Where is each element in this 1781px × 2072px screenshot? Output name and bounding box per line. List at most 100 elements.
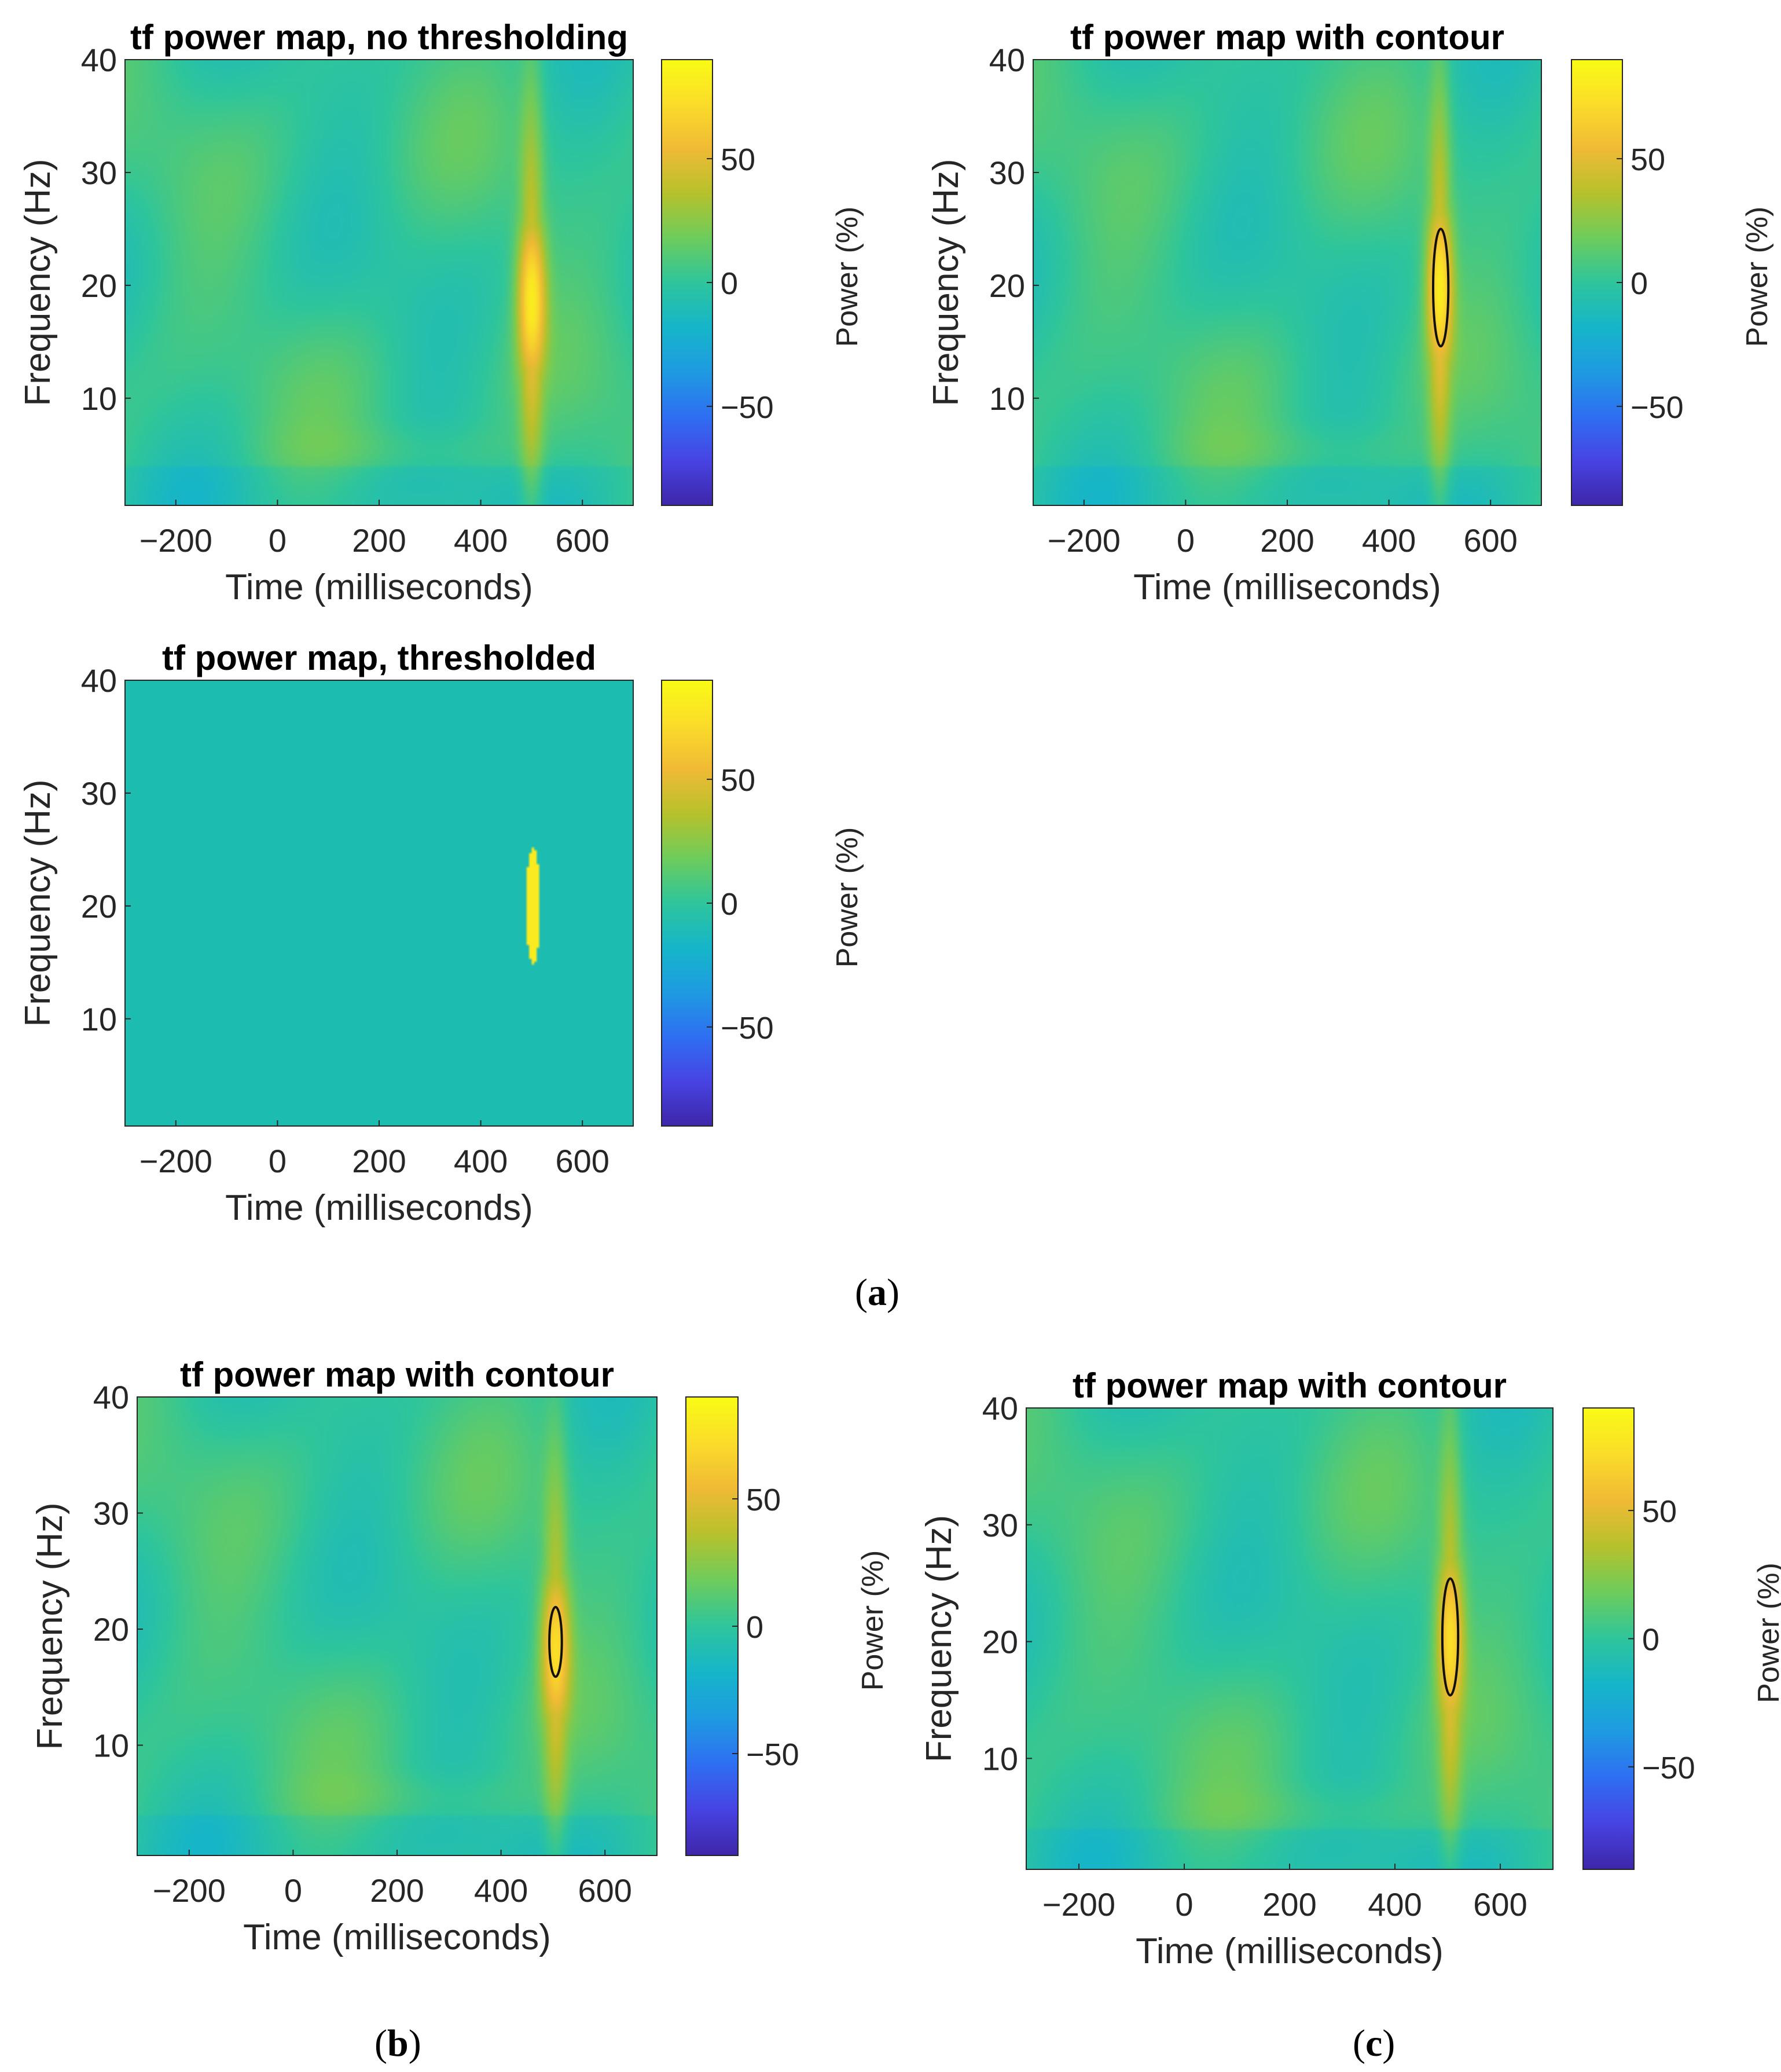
colorbar-tick-label: −50 — [1642, 1751, 1695, 1785]
x-axis-label: Time (milliseconds) — [243, 1917, 551, 1957]
x-tick-label: 400 — [1362, 522, 1416, 559]
colorbar-gradient — [685, 1396, 739, 1856]
x-tick-label: −200 — [139, 1143, 212, 1179]
x-tick-label: −200 — [1048, 522, 1121, 559]
x-tick-label: 200 — [352, 522, 406, 559]
colorbar-label: Power (%) — [831, 827, 864, 968]
contour-line — [1431, 228, 1450, 348]
colorbar-label: Power (%) — [856, 1550, 890, 1691]
x-axis-label: Time (milliseconds) — [225, 1188, 533, 1228]
x-tick-label: 0 — [1175, 1886, 1193, 1923]
chart-title: tf power map with contour — [1073, 1366, 1507, 1405]
x-tick-label: 0 — [1177, 522, 1195, 559]
colorbar-gradient — [1582, 1407, 1635, 1870]
chart-title: tf power map with contour — [1070, 18, 1504, 57]
colorbar: −50 0 50 Power (%) — [661, 59, 864, 506]
y-tick-label: 40 — [81, 662, 117, 699]
x-tick-label: 0 — [269, 1143, 287, 1179]
x-tick-label: 200 — [1260, 522, 1314, 559]
y-tick-label: 30 — [93, 1495, 129, 1532]
colorbar-tick-label: −50 — [1631, 390, 1684, 425]
colorbar-label: Power (%) — [1740, 207, 1774, 347]
heatmap-image — [1033, 60, 1541, 505]
x-tick-label: 600 — [555, 522, 609, 559]
colorbar: −50 0 50 Power (%) — [661, 680, 864, 1127]
colorbar-gradient — [661, 680, 713, 1127]
colorbar-gradient — [1571, 59, 1623, 506]
x-tick-label: −200 — [139, 522, 212, 559]
y-tick-label: 20 — [81, 267, 117, 304]
chart-title: tf power map, no thresholding — [130, 18, 628, 57]
y-tick-label: 10 — [93, 1728, 129, 1764]
colorbar-tick-label: 50 — [1642, 1494, 1677, 1529]
colorbar: −50 0 50 Power (%) — [685, 1396, 890, 1856]
chart-panel-a1: −200 0 200 400 600 10 20 30 40 tf power map, no t… — [18, 18, 864, 607]
colorbar-gradient — [661, 59, 713, 506]
x-tick-label: 0 — [284, 1872, 302, 1909]
x-tick-label: 400 — [474, 1872, 528, 1909]
contour-line — [548, 1605, 563, 1678]
colorbar-tick-label: 0 — [721, 266, 738, 301]
x-tick-label: 600 — [1473, 1886, 1527, 1923]
y-axis-label: Frequency (Hz) — [919, 1515, 959, 1762]
colorbar-tick-label: −50 — [721, 390, 774, 425]
colorbar-label: Power (%) — [831, 207, 864, 347]
y-tick-label: 10 — [81, 1001, 117, 1037]
x-tick-label: 400 — [454, 522, 508, 559]
x-tick-label: −200 — [1042, 1886, 1115, 1923]
colorbar-label: Power (%) — [1752, 1563, 1781, 1703]
x-tick-label: 200 — [352, 1143, 406, 1179]
x-tick-label: 400 — [454, 1143, 508, 1179]
x-tick-label: 600 — [578, 1872, 631, 1909]
colorbar-tick-label: 0 — [1631, 266, 1648, 301]
colorbar: −50 0 50 Power (%) — [1582, 1407, 1781, 1870]
colorbar-tick-label: 0 — [746, 1610, 763, 1645]
chart-panel-b: −200 0 200 400 600 10 20 30 40 tf power map with … — [30, 1355, 890, 1957]
y-axis-label: Frequency (Hz) — [18, 779, 58, 1026]
y-axis-label: Frequency (Hz) — [926, 159, 966, 406]
chart-panel-a2: −200 0 200 400 600 10 20 30 40 tf power map with … — [926, 18, 1774, 607]
colorbar-tick-label: −50 — [746, 1737, 799, 1772]
x-tick-label: 400 — [1368, 1886, 1422, 1923]
x-axis-label: Time (milliseconds) — [1136, 1931, 1444, 1971]
y-tick-label: 30 — [982, 1507, 1018, 1543]
x-tick-label: 600 — [1463, 522, 1517, 559]
heatmap-image — [137, 1397, 657, 1855]
y-tick-label: 30 — [81, 155, 117, 191]
y-tick-label: 20 — [81, 888, 117, 925]
y-tick-label: 30 — [989, 155, 1025, 191]
heatmap-image — [1026, 1408, 1553, 1869]
heatmap-image — [125, 680, 633, 1126]
y-tick-label: 40 — [93, 1379, 129, 1415]
chart-panel-a3: −200 0 200 400 600 10 20 30 40 tf power map, thre… — [18, 639, 864, 1228]
x-tick-label: 200 — [370, 1872, 424, 1909]
panel-label-c: (c) — [1353, 2022, 1396, 2064]
x-tick-label: 200 — [1262, 1886, 1316, 1923]
x-tick-label: 600 — [555, 1143, 609, 1179]
y-tick-label: 40 — [989, 42, 1025, 78]
x-tick-label: −200 — [153, 1872, 226, 1909]
colorbar-tick-label: 50 — [721, 142, 755, 177]
y-tick-label: 20 — [93, 1611, 129, 1648]
y-tick-label: 20 — [989, 267, 1025, 304]
panel-label-b: (b) — [374, 2022, 421, 2064]
chart-title: tf power map, thresholded — [162, 639, 596, 677]
y-tick-label: 10 — [982, 1740, 1018, 1777]
x-axis-label: Time (milliseconds) — [1133, 567, 1441, 607]
y-tick-label: 10 — [989, 380, 1025, 417]
y-tick-label: 40 — [982, 1390, 1018, 1426]
y-tick-label: 40 — [81, 42, 117, 78]
x-axis-label: Time (milliseconds) — [225, 567, 533, 607]
contour-line — [1441, 1577, 1460, 1697]
colorbar-tick-label: 50 — [1631, 142, 1665, 177]
chart-title: tf power map with contour — [180, 1355, 614, 1394]
colorbar-tick-label: 50 — [721, 763, 755, 798]
colorbar-tick-label: 0 — [1642, 1623, 1659, 1657]
heatmap-image — [125, 60, 633, 505]
panel-label-a: (a) — [855, 1271, 899, 1314]
y-tick-label: 10 — [81, 380, 117, 417]
y-axis-label: Frequency (Hz) — [30, 1502, 70, 1750]
x-tick-label: 0 — [269, 522, 287, 559]
colorbar-tick-label: 0 — [721, 887, 738, 922]
